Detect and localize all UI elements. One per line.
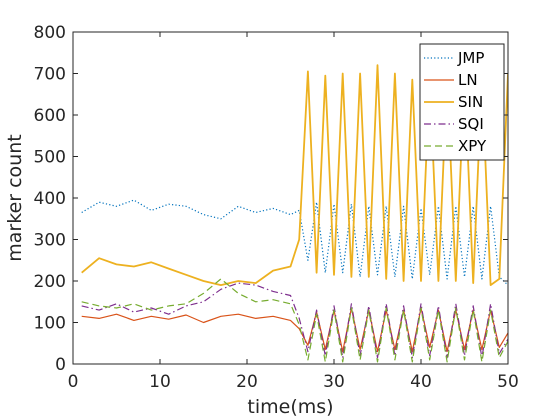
legend-label-sqi: SQI — [458, 115, 484, 133]
x-tick-label: 20 — [236, 372, 258, 392]
y-tick-label: 0 — [55, 355, 66, 375]
series-layer — [81, 64, 508, 363]
x-tick-label: 10 — [149, 372, 171, 392]
x-tick-label: 30 — [323, 372, 345, 392]
y-axis-label: marker count — [4, 134, 26, 261]
x-tick-label: 50 — [497, 372, 519, 392]
y-tick-label: 400 — [34, 189, 66, 209]
legend-label-sin: SIN — [458, 93, 483, 111]
y-tick-label: 300 — [34, 231, 66, 251]
x-tick-label: 0 — [68, 372, 79, 392]
legend-label-xpy: XPY — [458, 137, 487, 155]
series-line-sin — [81, 64, 508, 287]
series-line-xpy — [81, 278, 508, 363]
y-tick-label: 100 — [34, 314, 66, 334]
legend-label-jmp: JMP — [457, 49, 484, 67]
series-line-jmp — [81, 199, 508, 286]
series-line-sqi — [81, 282, 508, 359]
x-axis-label: time(ms) — [247, 396, 333, 418]
y-tick-label: 200 — [34, 272, 66, 292]
x-tick-label: 40 — [410, 372, 432, 392]
y-tick-label: 700 — [34, 65, 66, 85]
legend-label-ln: LN — [458, 71, 478, 89]
y-tick-label: 800 — [34, 23, 66, 43]
series-line-ln — [81, 307, 508, 353]
legend: JMP LN SIN SQI XPY — [419, 43, 505, 161]
y-tick-label: 500 — [34, 148, 66, 168]
y-tick-label: 600 — [34, 106, 66, 126]
